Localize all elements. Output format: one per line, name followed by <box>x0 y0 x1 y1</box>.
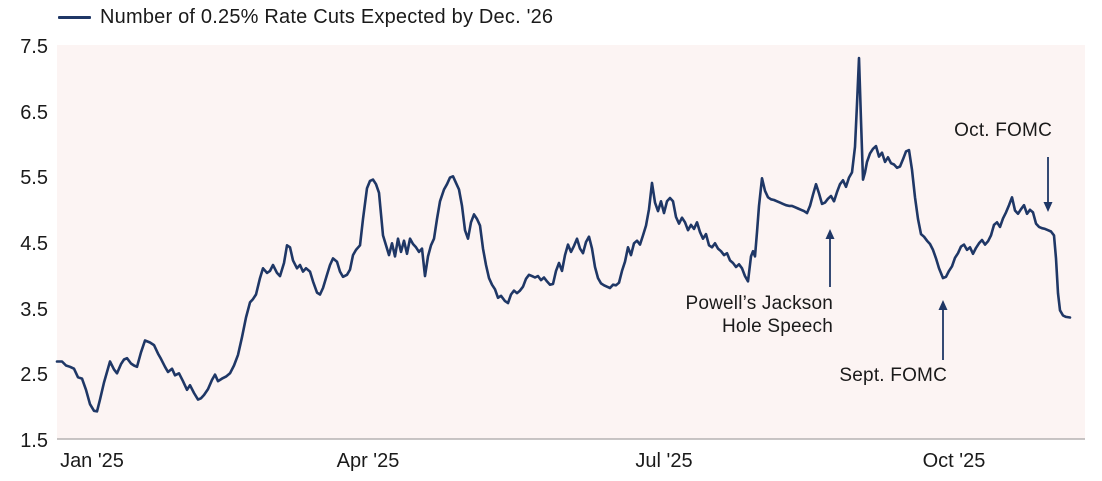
legend-label: Number of 0.25% Rate Cuts Expected by De… <box>100 6 554 28</box>
annotation-sept-fomc: Sept. FOMC <box>839 364 947 387</box>
annotation-arrowhead-powell-jackson-hole <box>825 229 835 239</box>
y-axis-tick-label: 7.5 <box>20 36 48 58</box>
annotation-text-line: Powell’s Jackson <box>685 293 833 314</box>
y-axis-tick-label: 4.5 <box>20 233 48 255</box>
x-axis-tick-label: Apr '25 <box>336 450 400 472</box>
annotation-text-line: Oct. FOMC <box>954 120 1052 141</box>
y-axis-tick-label: 6.5 <box>20 102 48 124</box>
x-axis-tick-label: Jul '25 <box>635 450 693 472</box>
annotation-text-line: Sept. FOMC <box>839 365 947 386</box>
annotation-arrowhead-sept-fomc <box>938 300 948 310</box>
x-axis-tick-label: Jan '25 <box>60 450 124 472</box>
y-axis-tick-label: 1.5 <box>20 430 48 452</box>
y-axis-tick-label: 2.5 <box>20 364 48 386</box>
annotation-powell-jackson-hole: Powell’s Jackson Hole Speech <box>685 292 833 338</box>
y-axis-tick-label: 5.5 <box>20 167 48 189</box>
rate-cuts-line-series <box>55 56 1072 413</box>
annotation-text-line: Hole Speech <box>722 316 833 337</box>
annotation-oct-fomc: Oct. FOMC <box>954 119 1052 142</box>
legend-line-icon <box>58 16 91 19</box>
x-axis-tick-label: Oct '25 <box>922 450 986 472</box>
legend: Number of 0.25% Rate Cuts Expected by De… <box>58 6 553 29</box>
annotation-arrowhead-oct-fomc <box>1043 202 1053 212</box>
y-axis-tick-label: 3.5 <box>20 299 48 321</box>
